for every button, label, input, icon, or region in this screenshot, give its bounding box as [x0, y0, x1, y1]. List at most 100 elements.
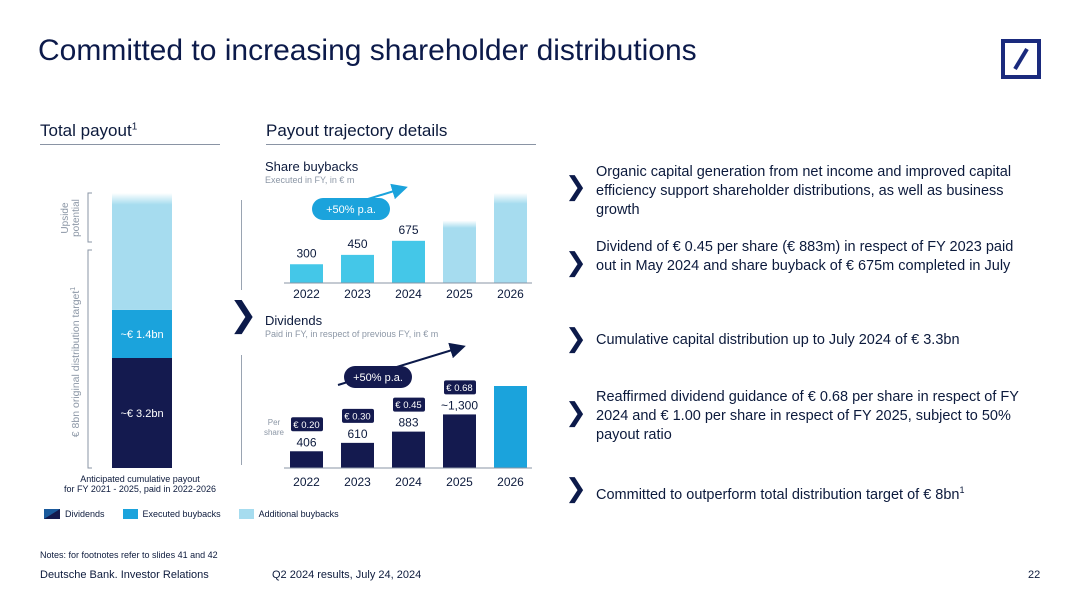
center-chevron-icon: ❯: [229, 295, 258, 335]
target-label-text: € 8bn original distribution target: [70, 291, 82, 438]
total-payout-heading-text: Total payout: [40, 121, 132, 140]
dividend-value-2024: 883: [398, 416, 418, 430]
dividend-per-share-badge-2024: [393, 397, 425, 412]
bullet-item-4: Reaffirmed dividend guidance of € 0.68 p…: [596, 389, 1019, 443]
legend-swatch-dividends: [44, 509, 60, 519]
stack-segment-2: [112, 193, 172, 310]
dividend-bars: 406 € 0.20 2022 610 € 0.30 2023 883 € 0.45 2024 ~…: [290, 380, 527, 489]
dividend-growth-pill: [344, 366, 412, 388]
bullet-item-1: Organic capital generation from net inco…: [596, 164, 1012, 218]
page-number: 22: [1028, 569, 1041, 581]
buyback-bar-2026: [494, 193, 527, 283]
target-label-footnote: 1: [70, 287, 77, 291]
dividend-bar-2023: [341, 442, 374, 468]
dividend-year-2025: 2025: [446, 475, 473, 489]
upside-label-line1: Upside: [60, 202, 71, 234]
buyback-value-2024: 675: [398, 223, 418, 237]
dividend-value-2025: ~1,300: [441, 398, 478, 412]
bullet-chevron-icon: ❯: [565, 324, 587, 354]
dividend-value-2022: 406: [296, 435, 316, 449]
stack-category-line1: Anticipated cumulative payout: [80, 474, 200, 484]
dividend-per-share-2024: € 0.45: [395, 400, 421, 411]
dividend-bar-2022: [290, 451, 323, 468]
legend-item-additional-buybacks: Additional buybacks: [238, 509, 339, 519]
stack-segment-label-0: ~€ 3.2bn: [120, 408, 163, 420]
buyback-year-2022: 2022: [293, 287, 320, 301]
buyback-bars: 300 2022 450 2023 675 2024 2025 2026: [290, 193, 527, 301]
dividend-per-share-2025: € 0.68: [446, 383, 472, 394]
stack-category-line2: for FY 2021 - 2025, paid in 2022-2026: [64, 484, 216, 494]
bullet-chevron-icon: ❯: [565, 172, 587, 202]
buyback-value-2023: 450: [347, 237, 367, 251]
dividend-bar-2024: [392, 431, 425, 468]
target-label: € 8bn original distribution target1: [70, 287, 82, 438]
footnote-reference: Notes: for footnotes refer to slides 41 …: [40, 550, 218, 560]
legend-label-additional: Additional buybacks: [258, 509, 339, 519]
divider-top: [241, 200, 242, 290]
upside-bracket: [87, 192, 92, 243]
total-payout-rule: [40, 144, 220, 145]
buyback-year-2024: 2024: [395, 287, 422, 301]
legend-swatch-additional: [238, 509, 254, 519]
divider-bottom: [241, 355, 242, 465]
buybacks-subtitle: Executed in FY, in € m: [265, 175, 355, 185]
buyback-year-2023: 2023: [344, 287, 371, 301]
upside-label-line2: potential: [71, 199, 82, 237]
total-payout-heading: Total payout1: [40, 121, 137, 141]
per-share-caption-line2: share: [264, 428, 285, 437]
dividend-year-2023: 2023: [344, 475, 371, 489]
dividend-bar-2025: [443, 414, 476, 468]
buyback-bar-2023: [341, 254, 374, 283]
buyback-growth-pill: [312, 198, 390, 220]
buyback-bar-2024: [392, 240, 425, 283]
buyback-bar-2022: [290, 264, 323, 283]
total-payout-footnote: 1: [131, 121, 138, 133]
dividends-title: Dividends: [265, 313, 323, 328]
buyback-bar-2025: [443, 220, 476, 283]
payout-trajectory-rule: [266, 144, 536, 145]
page-title: Committed to increasing shareholder dist…: [38, 34, 697, 67]
dividend-year-2024: 2024: [395, 475, 422, 489]
dividend-per-share-badge-2023: [342, 408, 374, 423]
dividends-subtitle: Paid in FY, in respect of previous FY, i…: [265, 329, 439, 339]
legend-swatch-executed: [122, 509, 138, 519]
deutsche-bank-logo: [1001, 39, 1041, 79]
total-payout-stack: ~€ 3.2bn ~€ 1.4bn: [112, 193, 172, 468]
bullet-item-5-text: Committed to outperform total distributi…: [596, 486, 960, 503]
stack-segment-0: [112, 358, 172, 468]
footer-company: Deutsche Bank. Investor Relations: [40, 569, 209, 581]
legend: Dividends Executed buybacks Additional b…: [44, 509, 339, 519]
legend-label-executed: Executed buybacks: [142, 509, 221, 519]
dividends-chart: 406 € 0.20 2022 610 € 0.30 2023 883 € 0.45 2024 ~…: [264, 342, 532, 489]
legend-item-dividends: Dividends: [44, 509, 105, 519]
buyback-year-2026: 2026: [497, 287, 524, 301]
buybacks-title: Share buybacks: [265, 159, 359, 174]
payout-trajectory-heading: Payout trajectory details: [266, 121, 448, 140]
dividend-bar-2026: [494, 386, 527, 468]
stack-segment-label-1: ~€ 1.4bn: [120, 329, 163, 341]
buyback-value-2022: 300: [296, 246, 316, 260]
legend-item-executed-buybacks: Executed buybacks: [122, 509, 221, 519]
per-share-caption-line1: Per: [268, 418, 281, 427]
logo-slash-icon: [1013, 47, 1029, 71]
bullet-item-5-footnote: 1: [959, 485, 965, 495]
buyback-year-2025: 2025: [446, 287, 473, 301]
dividend-value-2023: 610: [347, 427, 367, 441]
legend-label-dividends: Dividends: [65, 509, 105, 519]
dividend-per-share-2023: € 0.30: [344, 411, 370, 422]
bullet-item-5: Committed to outperform total distributi…: [596, 481, 1031, 505]
bullet-chevron-icon: ❯: [565, 398, 587, 428]
dividend-growth-label: +50% p.a.: [353, 372, 403, 384]
dividend-per-share-badge-2022: [291, 417, 323, 432]
bullet-chevron-icon: ❯: [565, 474, 587, 504]
bullet-item-2: Dividend of € 0.45 per share (€ 883m) in…: [596, 239, 1014, 274]
dividend-per-share-2022: € 0.20: [293, 420, 319, 431]
target-bracket: [87, 249, 92, 469]
footer-event: Q2 2024 results, July 24, 2024: [272, 569, 422, 581]
bullet-item-3: Cumulative capital distribution up to Ju…: [596, 332, 960, 348]
bullet-chevron-icon: ❯: [565, 248, 587, 278]
dividend-year-2022: 2022: [293, 475, 320, 489]
stack-segment-1: [112, 309, 172, 358]
dividend-per-share-badge-2025: [444, 380, 476, 395]
dividend-year-2026: 2026: [497, 475, 524, 489]
